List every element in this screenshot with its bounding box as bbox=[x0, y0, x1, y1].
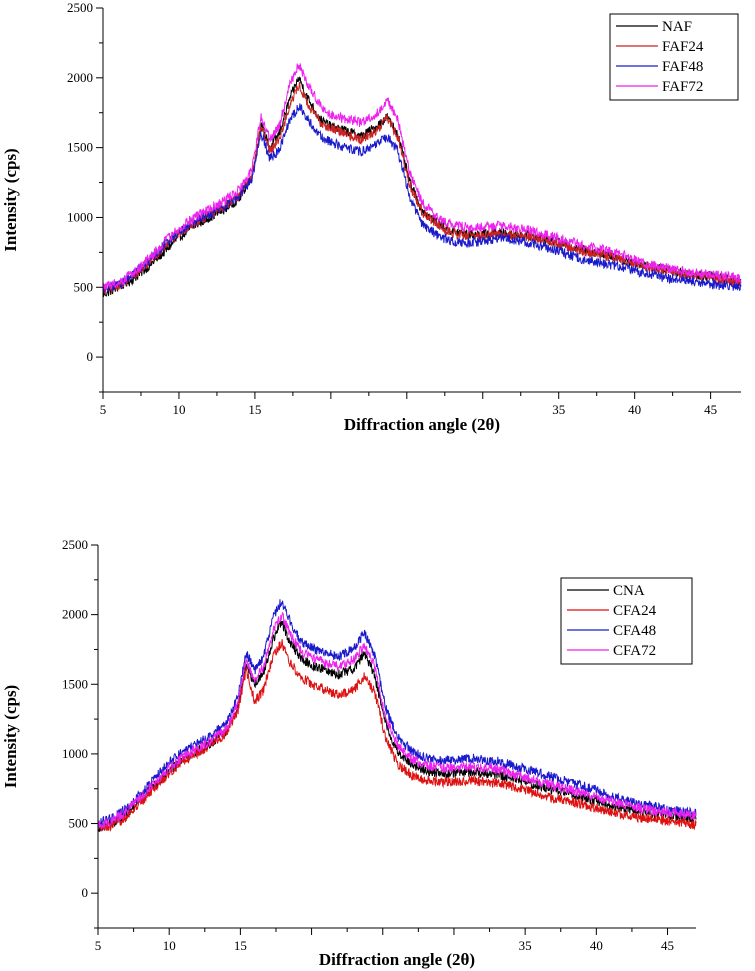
y-tick-label: 2500 bbox=[62, 537, 88, 552]
legend: NAF FAF24 FAF48 FAF72 bbox=[609, 13, 739, 101]
x-tick-label: 5 bbox=[100, 402, 107, 417]
y-axis-title: Intensity (cps) bbox=[1, 148, 20, 251]
y-tick-label: 1000 bbox=[67, 209, 93, 224]
y-tick-label: 500 bbox=[74, 279, 94, 294]
y-tick-label: 1000 bbox=[62, 746, 88, 761]
series-line-faf48 bbox=[102, 103, 742, 294]
y-tick-label: 0 bbox=[82, 885, 89, 900]
y-axis-title: Intensity (cps) bbox=[1, 685, 20, 788]
x-axis-title: Diffraction angle (2θ) bbox=[319, 950, 475, 969]
legend-label-naf: NAF bbox=[662, 19, 692, 35]
y-tick-label: 2500 bbox=[67, 0, 93, 15]
legend-label-cfa24: CFA24 bbox=[613, 603, 657, 619]
x-tick-label: 40 bbox=[628, 402, 641, 417]
x-tick-label: 10 bbox=[172, 402, 185, 417]
legend: CNA CFA24 CFA48 CFA72 bbox=[560, 577, 693, 665]
y-tick-label: 2000 bbox=[67, 70, 93, 85]
x-tick-label: 10 bbox=[163, 938, 176, 953]
x-tick-label: 15 bbox=[248, 402, 261, 417]
series-line-cfa72 bbox=[97, 611, 697, 830]
legend-label-faf24: FAF24 bbox=[662, 39, 704, 55]
x-tick-label: 15 bbox=[234, 938, 247, 953]
series-line-naf bbox=[102, 75, 742, 297]
x-tick-label: 40 bbox=[590, 938, 603, 953]
x-tick-label: 35 bbox=[519, 938, 532, 953]
x-tick-label: 45 bbox=[661, 938, 674, 953]
y-tick-label: 0 bbox=[87, 349, 94, 364]
chart-2: 0 500 1000 1500 2000 2500 5 10 15 35 40 45 Diffracti… bbox=[1, 537, 697, 969]
legend-label-faf72: FAF72 bbox=[662, 79, 703, 95]
legend-label-cfa72: CFA72 bbox=[613, 643, 656, 659]
y-tick-label: 1500 bbox=[67, 140, 93, 155]
y-tick-label: 500 bbox=[69, 816, 89, 831]
legend-label-cna: CNA bbox=[613, 583, 645, 599]
y-tick-label: 1500 bbox=[62, 676, 88, 691]
x-axis-title: Diffraction angle (2θ) bbox=[344, 415, 500, 434]
y-tick-label: 2000 bbox=[62, 607, 88, 622]
x-tick-label: 45 bbox=[704, 402, 717, 417]
legend-label-faf48: FAF48 bbox=[662, 59, 703, 75]
x-tick-label: 5 bbox=[95, 938, 102, 953]
series-line-cfa24 bbox=[97, 639, 697, 833]
chart-1: 0 500 1000 1500 2000 2500 5 10 15 35 40 45 Diffracti… bbox=[1, 0, 742, 434]
x-tick-label: 35 bbox=[552, 402, 565, 417]
legend-label-cfa48: CFA48 bbox=[613, 623, 656, 639]
series-line-faf72 bbox=[102, 63, 742, 290]
